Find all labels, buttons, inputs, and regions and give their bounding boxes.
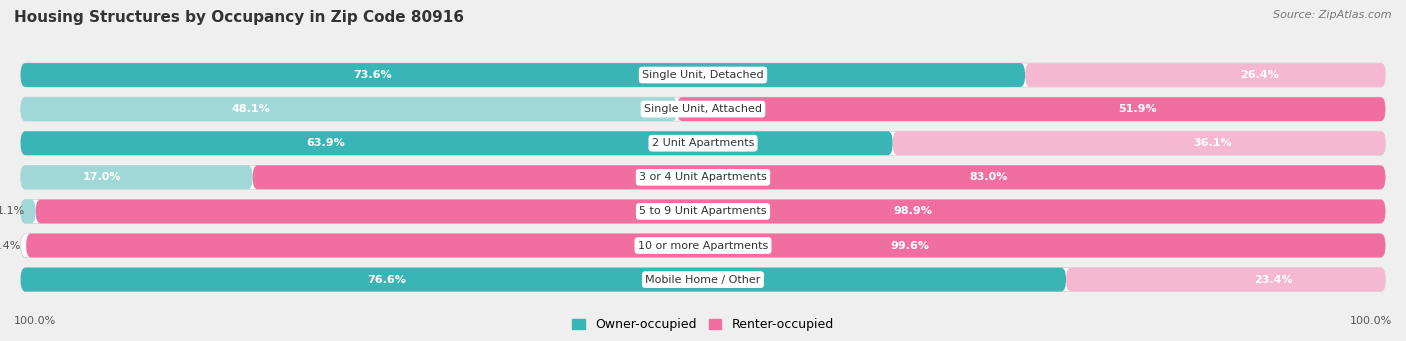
- Text: 1.1%: 1.1%: [0, 206, 25, 217]
- Text: 17.0%: 17.0%: [83, 172, 121, 182]
- FancyBboxPatch shape: [21, 199, 35, 223]
- FancyBboxPatch shape: [21, 63, 1385, 87]
- FancyBboxPatch shape: [21, 234, 1385, 257]
- FancyBboxPatch shape: [1066, 268, 1385, 292]
- Text: Housing Structures by Occupancy in Zip Code 80916: Housing Structures by Occupancy in Zip C…: [14, 10, 464, 25]
- FancyBboxPatch shape: [35, 199, 1385, 223]
- FancyBboxPatch shape: [893, 131, 1385, 155]
- FancyBboxPatch shape: [21, 165, 253, 189]
- Text: 98.9%: 98.9%: [894, 206, 932, 217]
- Text: Single Unit, Attached: Single Unit, Attached: [644, 104, 762, 114]
- Text: 76.6%: 76.6%: [367, 275, 406, 285]
- FancyBboxPatch shape: [253, 165, 1385, 189]
- Text: Single Unit, Detached: Single Unit, Detached: [643, 70, 763, 80]
- Text: 100.0%: 100.0%: [14, 315, 56, 326]
- Text: 83.0%: 83.0%: [970, 172, 1008, 182]
- Text: 5 to 9 Unit Apartments: 5 to 9 Unit Apartments: [640, 206, 766, 217]
- Text: 63.9%: 63.9%: [307, 138, 346, 148]
- FancyBboxPatch shape: [678, 97, 1385, 121]
- Text: 51.9%: 51.9%: [1118, 104, 1157, 114]
- Text: 99.6%: 99.6%: [890, 240, 929, 251]
- Text: Source: ZipAtlas.com: Source: ZipAtlas.com: [1274, 10, 1392, 20]
- Text: Mobile Home / Other: Mobile Home / Other: [645, 275, 761, 285]
- FancyBboxPatch shape: [27, 234, 1385, 257]
- Text: 10 or more Apartments: 10 or more Apartments: [638, 240, 768, 251]
- Text: 2 Unit Apartments: 2 Unit Apartments: [652, 138, 754, 148]
- Text: 26.4%: 26.4%: [1240, 70, 1278, 80]
- FancyBboxPatch shape: [21, 97, 678, 121]
- Legend: Owner-occupied, Renter-occupied: Owner-occupied, Renter-occupied: [572, 318, 834, 331]
- FancyBboxPatch shape: [21, 131, 1385, 155]
- FancyBboxPatch shape: [21, 268, 1385, 292]
- FancyBboxPatch shape: [21, 63, 1025, 87]
- Text: 73.6%: 73.6%: [353, 70, 391, 80]
- Text: 100.0%: 100.0%: [1350, 315, 1392, 326]
- FancyBboxPatch shape: [21, 199, 1385, 223]
- Text: 3 or 4 Unit Apartments: 3 or 4 Unit Apartments: [640, 172, 766, 182]
- FancyBboxPatch shape: [1025, 63, 1385, 87]
- FancyBboxPatch shape: [21, 165, 1385, 189]
- Text: 48.1%: 48.1%: [231, 104, 270, 114]
- Text: 0.4%: 0.4%: [0, 240, 21, 251]
- Text: 23.4%: 23.4%: [1254, 275, 1294, 285]
- Text: 36.1%: 36.1%: [1194, 138, 1232, 148]
- FancyBboxPatch shape: [21, 131, 893, 155]
- FancyBboxPatch shape: [21, 268, 1066, 292]
- FancyBboxPatch shape: [21, 97, 1385, 121]
